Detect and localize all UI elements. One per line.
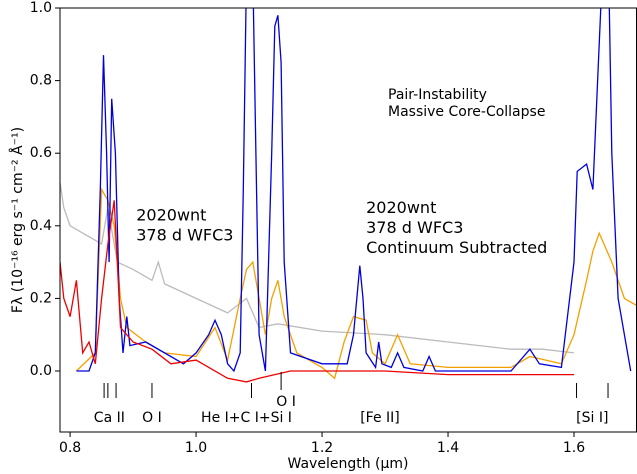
spectrum-line	[75, 187, 637, 380]
line-id-label: [Fe II]	[360, 410, 400, 426]
x-tick-label: 1.6	[563, 440, 585, 456]
line-id-label: Ca II	[94, 410, 125, 426]
y-tick-label: 1.0	[30, 0, 52, 16]
y-tick-label: 0.4	[30, 218, 52, 234]
annotation: 378 d WFC3	[136, 225, 233, 244]
y-tick-label: 0.0	[30, 363, 52, 379]
x-tick-label: 1.0	[185, 440, 207, 456]
y-tick-label: 0.8	[30, 73, 52, 89]
plot-area	[60, 8, 637, 383]
legend-entry: Pair-Instability	[388, 87, 487, 103]
x-axis-label: Wavelength (µm)	[288, 456, 409, 472]
y-axis-label: Fλ (10⁻¹⁶ erg s⁻¹ cm⁻² Å⁻¹)	[9, 127, 26, 313]
line-id-label: O I	[142, 410, 162, 426]
x-tick-label: 1.2	[311, 440, 333, 456]
x-tick-label: 0.8	[59, 440, 81, 456]
annotation: Continuum Subtracted	[366, 238, 547, 257]
y-tick-label: 0.6	[30, 145, 52, 161]
annotation: 378 d WFC3	[366, 218, 463, 237]
annotation: 2020wnt	[136, 205, 206, 224]
annotation: 2020wnt	[366, 198, 436, 217]
x-tick-label: 1.4	[437, 440, 459, 456]
spectrum-line	[60, 200, 574, 383]
line-id-label: [Si I]	[576, 410, 608, 426]
legend-entry: Massive Core-Collapse	[388, 104, 545, 120]
line-id-label: He I+C I+Si I	[201, 410, 292, 426]
y-tick-label: 0.2	[30, 290, 52, 306]
line-id-label: O I	[276, 394, 296, 410]
spectrum-line	[60, 182, 575, 354]
spectrum-line	[76, 8, 632, 373]
